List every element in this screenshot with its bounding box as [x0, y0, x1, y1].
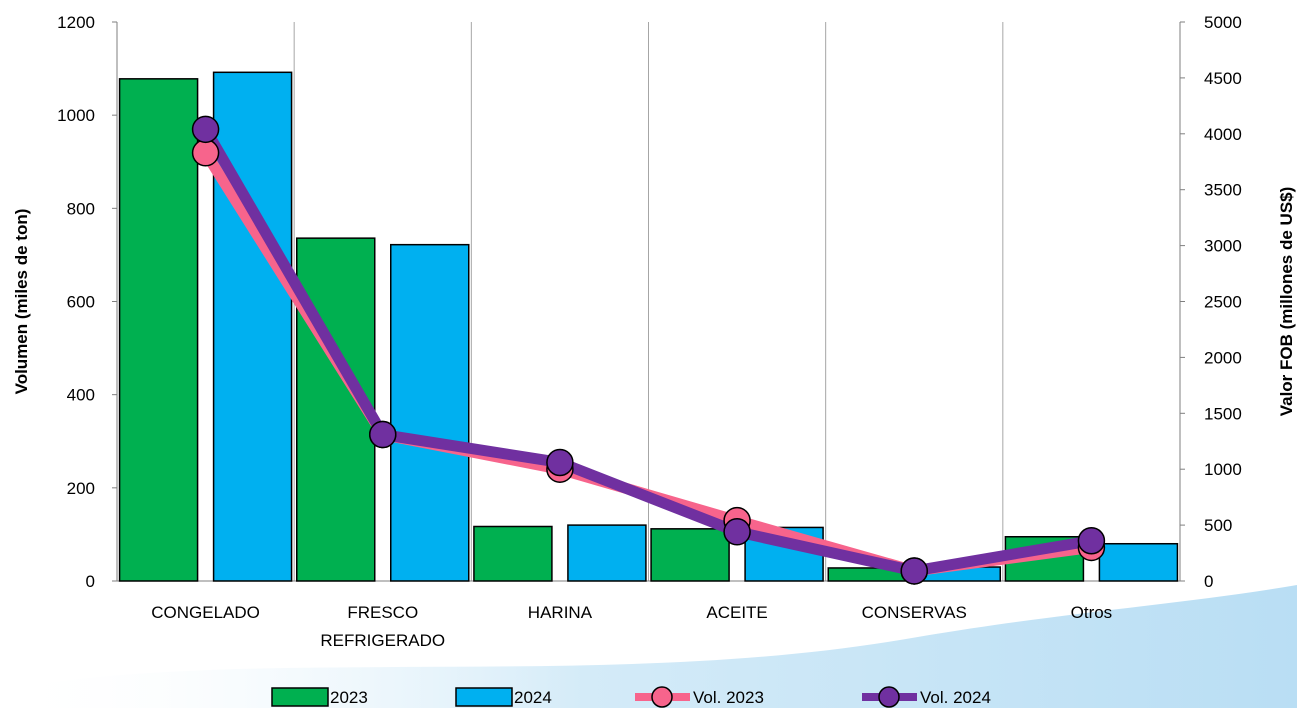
- bar-2023: [473, 525, 553, 582]
- y-left-tick-label: 400: [67, 386, 95, 405]
- legend-swatch-2024: [455, 687, 513, 707]
- lines: [191, 115, 1106, 585]
- line-Vol. 2024: [200, 123, 1097, 577]
- legend-swatch-2023: [271, 687, 329, 707]
- marker-Vol. 2024: [1077, 527, 1106, 555]
- y-left-tick-label: 0: [86, 572, 95, 591]
- legend-marker-Vol. 2023: [651, 686, 673, 708]
- y-right-tick-label: 1500: [1204, 404, 1242, 423]
- y-left-title: Volumen (miles de ton): [12, 209, 31, 395]
- category-label: Otros: [1071, 603, 1113, 622]
- y-right-tick-label: 4500: [1204, 69, 1242, 88]
- bar-2024: [1098, 542, 1179, 582]
- y-left-tick-label: 600: [67, 293, 95, 312]
- background-wave: [0, 585, 1297, 708]
- y-left-tick-label: 1200: [57, 13, 95, 32]
- y-right-tick-label: 3500: [1204, 181, 1242, 200]
- y-right-tick-label: 2000: [1204, 348, 1242, 367]
- marker-Vol. 2023: [191, 139, 220, 167]
- bar-2023: [118, 78, 199, 582]
- category-label: CONGELADO: [151, 603, 260, 622]
- marker-Vol. 2024: [546, 448, 574, 477]
- y-left-tick-label: 800: [67, 199, 95, 218]
- bar-2023: [650, 528, 730, 582]
- bar-2024: [390, 243, 470, 582]
- category-label: HARINA: [528, 603, 593, 622]
- y-right-title: Valor FOB (millones de US$): [1277, 187, 1296, 417]
- legend: 2023 2024 Vol. 2023 Vol. 2024: [271, 686, 991, 708]
- y-left-tick-label: 200: [67, 479, 95, 498]
- bar-2024: [567, 524, 647, 582]
- axes: [112, 21, 1185, 582]
- category-label: FRESCO: [347, 603, 418, 622]
- y-right-tick-label: 500: [1204, 516, 1232, 535]
- marker-Vol. 2024: [723, 518, 751, 546]
- labels: 0 200 400 600 800 1000 1200 0 500 1000 1500 2000 250…: [12, 13, 1296, 650]
- y-right-tick-label: 3000: [1204, 237, 1242, 256]
- y-right-tick-label: 0: [1204, 572, 1213, 591]
- legend-label: 2024: [514, 688, 552, 707]
- bar-2024: [212, 71, 293, 582]
- legend-label: 2023: [330, 688, 368, 707]
- legend-marker-Vol. 2024: [878, 686, 900, 708]
- marker-Vol. 2024: [369, 420, 397, 449]
- y-right-tick-label: 4000: [1204, 125, 1242, 144]
- category-label: REFRIGERADO: [320, 631, 445, 650]
- legend-label: Vol. 2023: [693, 688, 764, 707]
- marker-Vol. 2024: [900, 557, 928, 585]
- marker-Vol. 2024: [191, 115, 220, 144]
- legend-label: Vol. 2024: [920, 688, 991, 707]
- y-right-tick-label: 1000: [1204, 460, 1242, 479]
- y-left-tick-label: 1000: [57, 106, 95, 125]
- y-right-tick-label: 5000: [1204, 13, 1242, 32]
- category-label: CONSERVAS: [862, 603, 967, 622]
- y-right-tick-label: 2500: [1204, 293, 1242, 312]
- category-label: ACEITE: [706, 603, 767, 622]
